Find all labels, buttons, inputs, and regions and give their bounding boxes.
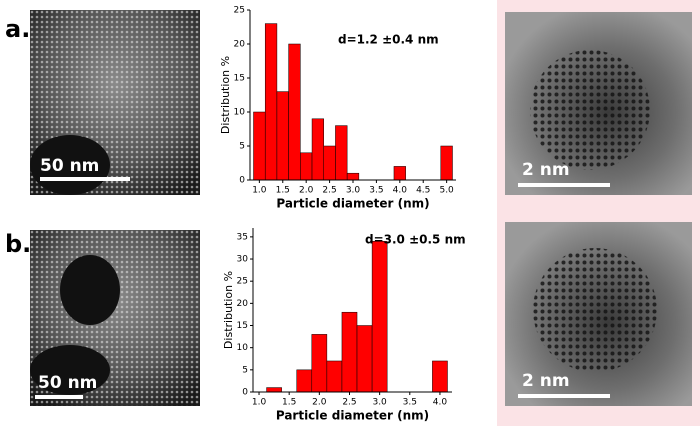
bar <box>311 334 328 393</box>
scale-label: 2 nm <box>522 160 570 180</box>
y-tick-label: 30 <box>237 255 249 265</box>
bar <box>311 118 324 181</box>
x-axis-label: Particle diameter (nm) <box>276 409 429 423</box>
x-tick-label: 2.5 <box>322 186 336 196</box>
bar <box>300 152 313 181</box>
bar <box>335 125 348 181</box>
tem-image-a <box>505 12 692 195</box>
x-tick-label: 3.5 <box>369 186 383 196</box>
scale-bar <box>518 183 610 187</box>
y-tick-label: 15 <box>237 321 248 331</box>
annotation: d=1.2 ±0.4 nm <box>338 33 439 47</box>
x-tick-label: 3.0 <box>372 398 387 408</box>
bar <box>346 172 360 181</box>
y-tick-label: 5 <box>239 142 245 152</box>
sem-image-b <box>30 230 200 406</box>
annotation: d=3.0 ±0.5 nm <box>365 233 466 247</box>
x-tick-label: 3.5 <box>403 398 417 408</box>
scale-label: 50 nm <box>40 156 99 176</box>
panel-label: b. <box>5 230 31 258</box>
y-tick-label: 10 <box>234 108 246 118</box>
bar <box>341 311 358 393</box>
y-tick-label: 35 <box>237 232 248 242</box>
panel-label: a. <box>5 15 30 43</box>
y-tick-label: 0 <box>242 388 248 398</box>
x-tick-label: 4.0 <box>433 398 448 408</box>
x-tick-label: 1.5 <box>276 186 290 196</box>
x-tick-label: 1.5 <box>282 398 296 408</box>
bar <box>432 360 448 393</box>
scale-bar <box>518 394 610 398</box>
bar <box>266 387 282 393</box>
x-tick-label: 5.0 <box>439 186 454 196</box>
y-axis-label: Distribution % <box>222 271 235 349</box>
x-axis-label: Particle diameter (nm) <box>276 197 429 211</box>
bar <box>440 145 453 181</box>
bar <box>276 91 289 181</box>
bar <box>323 145 336 181</box>
bar <box>371 241 388 393</box>
x-tick-label: 3.0 <box>346 186 361 196</box>
x-tick-label: 1.0 <box>252 398 267 408</box>
bar <box>264 23 278 181</box>
y-axis-label: Distribution % <box>219 56 232 134</box>
bar <box>326 360 343 393</box>
tem-image-b <box>505 222 692 406</box>
scale-label: 50 nm <box>38 373 97 393</box>
bar <box>288 43 301 181</box>
x-tick-label: 2.5 <box>342 398 356 408</box>
x-tick-label: 2.0 <box>312 398 327 408</box>
y-tick-label: 5 <box>242 365 248 375</box>
y-tick-label: 20 <box>237 299 249 309</box>
y-tick-label: 25 <box>237 277 248 287</box>
scale-bar <box>35 395 83 399</box>
y-tick-label: 25 <box>234 6 245 16</box>
y-tick-label: 0 <box>239 176 245 186</box>
bar <box>296 369 313 393</box>
y-tick-label: 20 <box>234 40 246 50</box>
y-tick-label: 15 <box>234 74 245 84</box>
scale-bar <box>40 177 130 181</box>
bar <box>393 166 406 181</box>
bar <box>356 325 373 393</box>
x-tick-label: 2.0 <box>299 186 314 196</box>
x-tick-label: 4.0 <box>393 186 408 196</box>
bar <box>253 111 266 181</box>
y-tick-label: 10 <box>237 343 249 353</box>
scale-label: 2 nm <box>522 371 570 391</box>
x-tick-label: 1.0 <box>252 186 267 196</box>
x-tick-label: 4.5 <box>416 186 430 196</box>
